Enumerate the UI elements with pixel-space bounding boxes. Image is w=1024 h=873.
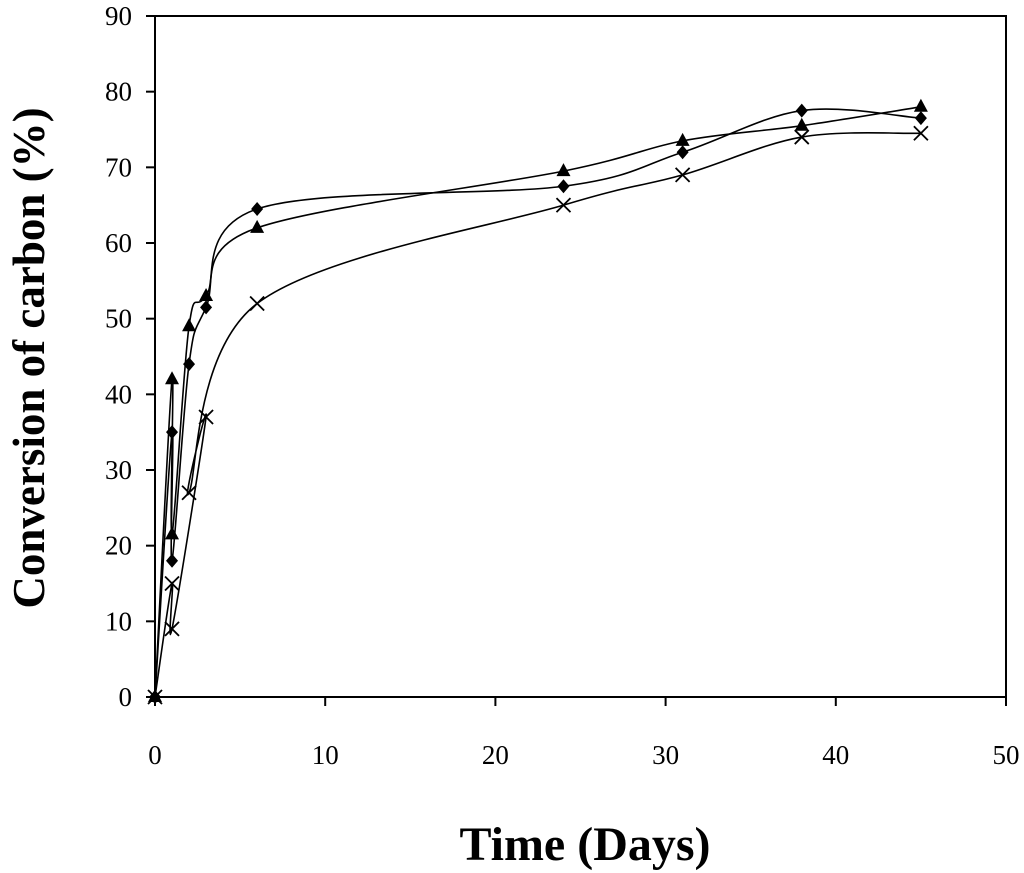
- x-axis: 0 10 20 30 40 50: [148, 697, 1020, 770]
- plot-frame: [154, 15, 1007, 698]
- y-tick-label: 80: [105, 77, 132, 107]
- data-point-triangle: [913, 98, 928, 112]
- data-point-diamond: [676, 145, 689, 160]
- data-point-cross: [164, 621, 180, 637]
- x-tick-label: 10: [312, 740, 339, 770]
- data-point-cross: [674, 167, 691, 183]
- data-point-diamond: [166, 553, 179, 568]
- x-tick-label: 20: [482, 740, 509, 770]
- data-point-triangle: [165, 371, 180, 385]
- data-point-triangle: [675, 132, 690, 146]
- series-line-cross: [154, 132, 921, 698]
- y-tick-label: 0: [119, 682, 133, 712]
- y-tick-label: 60: [105, 228, 132, 258]
- series-diamond: [149, 103, 927, 704]
- data-point-cross: [555, 197, 572, 213]
- data-point-triangle: [182, 318, 197, 332]
- data-point-cross: [198, 409, 214, 425]
- data-point-triangle: [165, 526, 180, 540]
- data-point-triangle: [556, 163, 571, 177]
- series-cross: [147, 125, 929, 705]
- y-tick-label: 40: [105, 379, 132, 409]
- data-point-triangle: [250, 219, 265, 233]
- data-point-triangle: [794, 117, 809, 131]
- series-line-diamond: [154, 108, 921, 698]
- data-point-triangle: [199, 287, 214, 301]
- y-tick-label: 20: [105, 531, 132, 561]
- x-tick-label: 40: [822, 740, 849, 770]
- data-point-cross: [794, 129, 810, 145]
- series-layer: [147, 98, 929, 705]
- y-axis-title: Conversion of carbon (%): [4, 107, 54, 608]
- x-tick-label: 30: [652, 740, 679, 770]
- y-tick-label: 70: [105, 152, 132, 182]
- y-tick-label: 10: [105, 606, 132, 636]
- y-tick-label: 90: [105, 1, 132, 31]
- data-point-cross: [164, 575, 180, 592]
- data-point-cross: [913, 125, 929, 141]
- data-point-cross: [249, 295, 265, 312]
- y-tick-label: 50: [105, 304, 132, 334]
- data-point-diamond: [251, 201, 264, 216]
- data-point-cross: [147, 689, 163, 705]
- series-triangle: [148, 98, 928, 702]
- data-point-diamond: [795, 103, 808, 118]
- data-point-diamond: [200, 300, 213, 315]
- data-point-diamond: [557, 179, 570, 194]
- x-tick-label: 0: [148, 740, 162, 770]
- series-line-triangle: [154, 106, 922, 698]
- data-point-cross: [181, 485, 197, 501]
- data-point-diamond: [914, 111, 927, 126]
- x-axis-title: Time (Days): [459, 818, 710, 871]
- y-tick-label: 30: [105, 455, 132, 485]
- y-axis: 0 10 20 30 40 50 60 70 80 90: [105, 1, 155, 712]
- x-tick-label: 50: [993, 740, 1020, 770]
